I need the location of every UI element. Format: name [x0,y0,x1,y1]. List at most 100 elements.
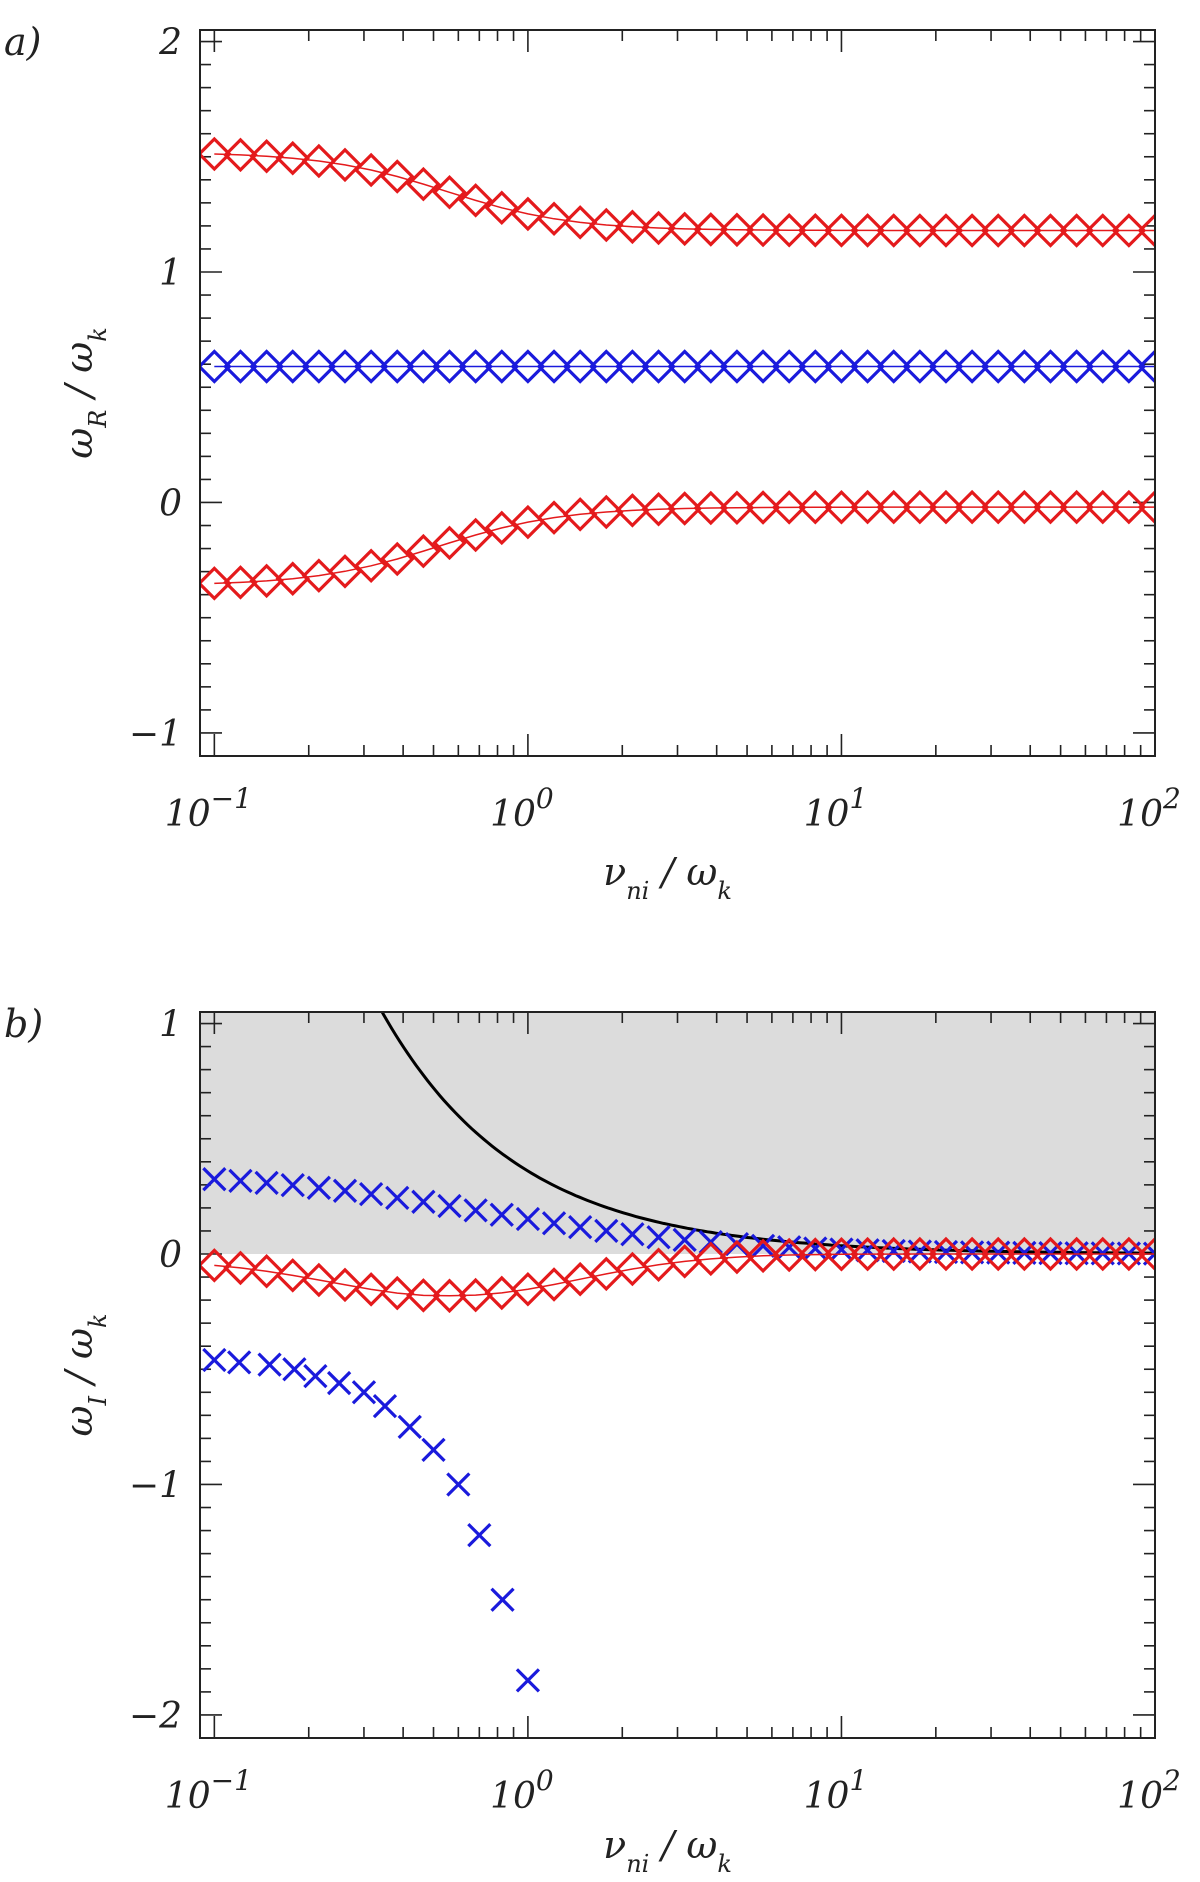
data-point [803,1236,828,1261]
x-marker-stroke [280,1173,305,1198]
x-marker-stroke [282,1357,307,1382]
data-point [824,1237,859,1272]
x-marker-stroke [358,1182,384,1207]
x-marker-stroke [421,1437,446,1463]
x-tick-label: 100 [490,782,554,835]
data-point [510,196,546,232]
data-point [1085,489,1121,525]
data-point [406,349,441,384]
x-axis-label: νni / ωk [603,1823,732,1878]
data-point [432,349,467,384]
data-point [902,213,938,248]
data-point [432,525,467,561]
data-point [876,349,911,384]
x-marker-stroke [568,1215,593,1240]
data-point [484,1275,520,1311]
data-point [850,1236,885,1272]
x-tick-label: 100 [490,1764,554,1817]
x-tick-label: 102 [1117,1764,1181,1817]
data-point [421,1437,446,1463]
data-point [275,1258,310,1293]
x-marker-stroke [228,1168,253,1194]
x-marker-stroke [303,1364,328,1389]
y-tick-label: 1 [159,1005,182,1046]
data-point [750,1233,776,1258]
series-blue_const [200,349,1155,384]
data-point [798,213,833,248]
data-point [824,489,859,525]
x-marker-stroke [646,1225,671,1250]
data-point [719,490,755,525]
x-tick-label: 10−1 [165,782,252,835]
data-point [301,143,337,179]
x-marker-stroke [515,1206,541,1232]
data-point [227,1350,252,1375]
data-point [536,349,572,384]
data-point [798,490,833,525]
data-point [1111,213,1147,248]
data-point [798,1237,833,1272]
data-point [641,492,676,527]
x-marker-stroke [411,1189,436,1214]
data-point [303,1364,328,1389]
data-point [446,1472,471,1497]
data-point [928,489,964,525]
x-marker-stroke [332,1178,358,1203]
panel-a: −1 0 1 2 10−1 100 101 102 νni / ωk ωR / ωk a) [4,20,1181,905]
series-red_high [200,136,1155,248]
data-point [249,138,284,174]
data-point [745,1238,781,1274]
data-point [432,1278,467,1314]
x-marker-stroke [351,1380,377,1405]
data-point [1085,213,1121,248]
x-marker-stroke [385,1185,410,1210]
data-point [351,1380,377,1405]
data-point [1033,349,1068,384]
x-marker-stroke [855,1238,880,1263]
data-point [223,1250,258,1286]
data-point [353,548,389,584]
data-point [385,1185,410,1210]
y-tick-label: −1 [129,1465,182,1506]
data-point [202,1347,227,1373]
plot-area [200,1012,1155,1693]
plot-frame [199,29,1156,757]
data-point [615,493,650,528]
data-point [562,205,598,240]
data-point [353,349,389,384]
data-point [301,349,337,384]
data-point [379,349,415,384]
data-point [928,349,964,384]
x-tick-label: 101 [804,782,868,835]
data-point [745,349,781,384]
x-marker-stroke [463,1198,488,1223]
data-point [467,1523,492,1548]
data-point [954,213,990,248]
data-point [536,201,572,237]
x-marker-stroke [227,1350,252,1375]
data-point [980,213,1016,248]
ticks [199,30,1156,757]
data-point [202,1167,227,1192]
data-point [406,166,441,202]
data-point [672,1227,697,1252]
data-point [306,1175,331,1200]
data-point [876,1236,911,1272]
data-point [954,349,990,384]
data-point [771,349,807,384]
x-axis-label: νni / ωk [603,850,732,905]
data-point [667,349,702,384]
data-point [980,489,1016,525]
data-point [1111,349,1147,384]
data-point [719,212,755,248]
data-point [379,1275,415,1311]
data-point [589,349,624,384]
data-point [1007,213,1042,248]
data-point [406,533,441,569]
data-point [358,1182,384,1207]
x-marker-stroke [672,1227,697,1252]
x-marker-stroke [490,1587,515,1612]
data-point [562,349,598,384]
data-point [1137,213,1155,248]
